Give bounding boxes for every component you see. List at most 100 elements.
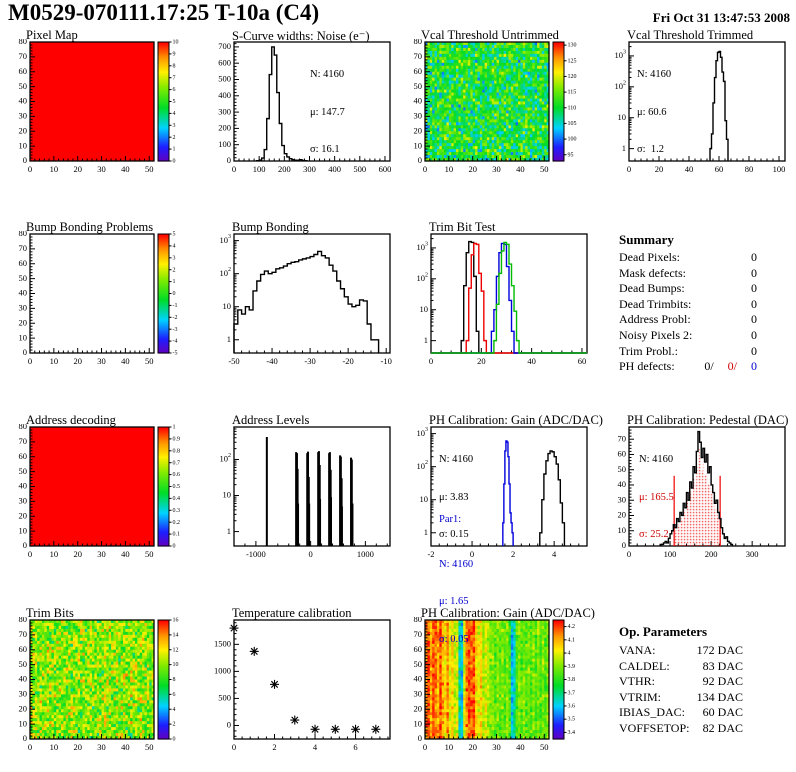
stats-box: N: 4160 μ: 147.7 σ: 16.1 [310,44,345,182]
panel-summary: Summary Dead Pixels: 0 Mask defects: 0 Dea… [599,220,795,408]
plot-title: Vcal Threshold Trimmed [627,28,754,42]
summary-row: Mask defects: 0 [619,266,757,282]
summary-row: Dead Pixels: 0 [619,250,757,266]
plot-title: Temperature calibration [232,606,352,620]
summary-value: 0 [751,327,757,342]
stat-line: σ: 0.05 [439,633,469,645]
summary-label: Dead Bumps: [619,281,685,296]
ph-gain-map-chart [401,617,597,772]
stat-line: μ: 60.6 [637,106,667,118]
address-decoding-chart [6,424,202,592]
op-param-row: IBIAS_DAC: 60 DAC [619,705,743,721]
summary-row-ph-defects: PH defects: 0/ 0/ 0 [619,359,757,375]
op-param-row: VOFFSETOP: 82 DAC [619,721,743,737]
op-param-label: VTRIM: [619,689,661,704]
plot-title: Vcal Threshold Untrimmed [421,28,559,42]
stat-line: N: 4160 [637,69,672,80]
stat-line: N: 4160 [639,454,674,465]
op-parameters-title: Op. Parameters [619,624,708,639]
op-param-label: IBIAS_DAC: [619,705,686,720]
op-param-row: VTHR: 92 DAC [619,674,743,690]
panel-scurve-noise: S-Curve widths: Noise (e⁻) N: 4160 μ: 14… [204,28,400,216]
plot-title: Bump Bonding Problems [26,220,154,234]
summary-value: 0 [751,281,757,296]
plot-title: PH Calibration: Gain (ADC/DAC) [421,606,595,620]
op-param-label: VOFFSETOP: [619,720,690,735]
summary-label: Address Probl: [619,312,691,327]
plot-title: PH Calibration: Pedestal (DAC) [627,413,789,427]
summary-row: Address Probl: 0 [619,312,757,328]
panel-ph-gain-hist: PH Calibration: Gain (ADC/DAC) N: 4160 μ… [401,413,603,645]
summary-row: Dead Trimbits: 0 [619,297,757,313]
summary-label: Mask defects: [619,265,686,280]
plot-title: S-Curve widths: Noise (e⁻) [232,29,370,43]
stats-box: N: 4160 μ: 3.83 σ: 0.15 [439,429,473,567]
plot-title: Address decoding [26,413,116,427]
op-param-label: VANA: [619,643,656,657]
panel-bump-bonding: Bump Bonding [204,220,400,408]
panel-trim-bit-test: Trim Bit Test [401,220,597,408]
panel-ph-gain-map: PH Calibration: Gain (ADC/DAC) [401,606,597,772]
ph-defects-black: 0/ [704,359,714,374]
op-parameters-rows: VANA: 172 DAC CALDEL: 83 DAC VTHR: 92 DAC V… [619,643,743,737]
stats-box-par1: Par1: N: 4160 μ: 1.65 σ: 0.05 [439,489,473,671]
bump-bonding-chart [204,231,400,399]
op-param-value: 60 DAC [702,705,743,720]
ph-pedestal-chart [599,424,795,592]
summary-value: 0 [751,296,757,311]
stat-line: μ: 1.65 [439,596,469,607]
pixel-map-chart [6,39,202,207]
op-param-row: VANA: 172 DAC [619,643,743,659]
plot-title: Pixel Map [26,28,78,42]
vcal-trimmed-chart [599,39,795,207]
op-param-value: 83 DAC [702,658,743,673]
bump-problems-chart [6,231,202,399]
ph-gain-hist-chart [401,424,597,592]
plot-title: Bump Bonding [232,220,309,234]
trim-bits-chart [6,617,202,772]
plot-title: PH Calibration: Gain (ADC/DAC) [429,413,603,427]
temp-calib-chart [204,617,400,772]
stats-box: N: 4160 μ: 165.5 σ: 25.2 [639,429,674,567]
op-param-value: 134 DAC [696,689,743,704]
summary-rows: Dead Pixels: 0 Mask defects: 0 Dead Bumps:… [619,250,757,375]
panel-address-levels: Address Levels [204,413,400,601]
summary-label: PH defects: [619,359,675,374]
vcal-untrimmed-chart [401,39,597,207]
summary-row: Trim Probl.: 0 [619,344,757,360]
summary-value: 0 [751,250,757,264]
panel-vcal-untrimmed: Vcal Threshold Untrimmed [401,28,597,216]
op-param-label: VTHR: [619,674,655,689]
stat-line: μ: 3.83 [439,491,469,503]
stat-line: σ: 25.2 [639,529,669,540]
page-title: M0529-070111.17:25 T-10a (C4) [8,0,320,25]
stat-line: N: 4160 [439,454,474,465]
op-param-row: CALDEL: 83 DAC [619,659,743,675]
plot-title: Trim Bits [26,606,74,620]
summary-row: Noisy Pixels 2: 0 [619,328,757,344]
summary-title: Summary [619,232,674,247]
op-param-value: 92 DAC [702,674,743,689]
summary-label: Dead Pixels: [619,250,680,264]
op-param-value: 82 DAC [702,720,743,735]
trim-bit-test-chart [401,231,597,399]
panel-address-decoding: Address decoding [6,413,202,601]
stat-line: Par1: [439,514,462,525]
summary-label: Noisy Pixels 2: [619,327,693,342]
plot-title: Trim Bit Test [429,220,496,234]
panel-temp-calib: Temperature calibration [204,606,400,772]
summary-value: 0 [751,312,757,327]
timestamp: Fri Oct 31 13:47:53 2008 [652,10,790,25]
scurve-noise-chart [204,39,400,207]
summary-row: Dead Bumps: 0 [619,281,757,297]
ph-defects-blue: 0 [751,359,757,374]
stat-line: σ: 1.2 [637,144,664,155]
panel-vcal-trimmed: Vcal Threshold Trimmed N: 4160 μ: 60.6 σ… [599,28,795,216]
op-param-label: CALDEL: [619,658,670,673]
stat-line: σ: 0.15 [439,529,469,540]
address-levels-chart [204,424,400,592]
ph-defects-red: 0/ [727,359,737,374]
stat-line: σ: 16.1 [310,144,340,155]
panel-pixel-map: Pixel Map [6,28,202,216]
